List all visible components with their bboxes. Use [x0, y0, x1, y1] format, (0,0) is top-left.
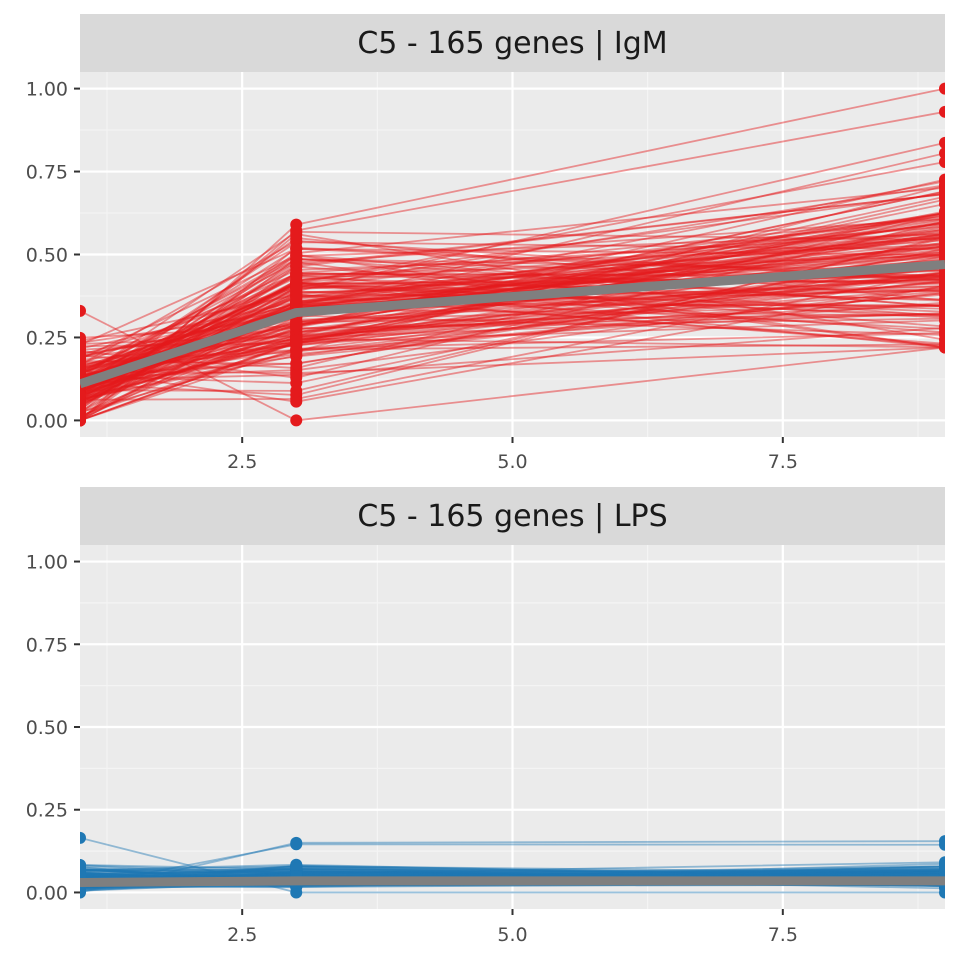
gene-point: [290, 838, 302, 850]
y-tick-label: 0.00: [26, 410, 68, 432]
gene-point: [290, 337, 302, 349]
gene-point: [74, 350, 86, 362]
gene-point: [939, 229, 951, 241]
y-tick-label: 0.25: [26, 800, 68, 822]
gene-point: [290, 369, 302, 381]
mean-line: [80, 881, 945, 883]
x-tick-label: 7.5: [768, 924, 798, 946]
x-tick-label: 2.5: [227, 451, 257, 473]
y-tick-label: 0.50: [26, 717, 68, 739]
gene-point: [939, 137, 951, 149]
gene-point: [74, 338, 86, 350]
gene-point: [290, 250, 302, 262]
x-tick-label: 7.5: [768, 451, 798, 473]
x-tick-label: 5.0: [497, 924, 527, 946]
y-tick-label: 1.00: [26, 552, 68, 574]
y-tick-label: 1.00: [26, 79, 68, 101]
gene-point: [290, 385, 302, 397]
gene-point: [290, 318, 302, 330]
gene-point: [939, 147, 951, 159]
y-tick-label: 0.50: [26, 245, 68, 267]
y-tick-label: 0.25: [26, 327, 68, 349]
facet-panel-2: C5 - 165 genes | LPS 0.00 0.25 0.50 0.75 1.00…: [26, 487, 951, 946]
y-tick-label: 0.75: [26, 634, 68, 656]
y-tick-label: 0.00: [26, 882, 68, 904]
x-tick-label: 5.0: [497, 451, 527, 473]
gene-point: [290, 267, 302, 279]
gene-point: [939, 322, 951, 334]
gene-point: [939, 186, 951, 198]
gene-point: [290, 226, 302, 238]
gene-point: [939, 839, 951, 851]
gene-point: [74, 389, 86, 401]
facet-strip-title: C5 - 165 genes | LPS: [357, 499, 667, 534]
gene-point: [939, 106, 951, 118]
x-tick-label: 2.5: [227, 924, 257, 946]
gene-point: [290, 414, 302, 426]
gene-point: [290, 396, 302, 408]
facet-strip-title: C5 - 165 genes | IgM: [357, 26, 667, 61]
gene-point: [290, 357, 302, 369]
facet-panel-1: C5 - 165 genes | IgM 0.00 0.25 0.50 0.75 1.00…: [26, 14, 951, 473]
gene-point: [74, 403, 86, 415]
gene-point: [939, 83, 951, 95]
gene-point: [74, 305, 86, 317]
gene-point: [939, 280, 951, 292]
gene-point: [74, 365, 86, 377]
gene-point: [939, 207, 951, 219]
gene-point: [74, 832, 86, 844]
gene-point: [939, 303, 951, 315]
gene-point: [939, 341, 951, 353]
y-tick-label: 0.75: [26, 162, 68, 184]
gene-point: [939, 860, 951, 872]
